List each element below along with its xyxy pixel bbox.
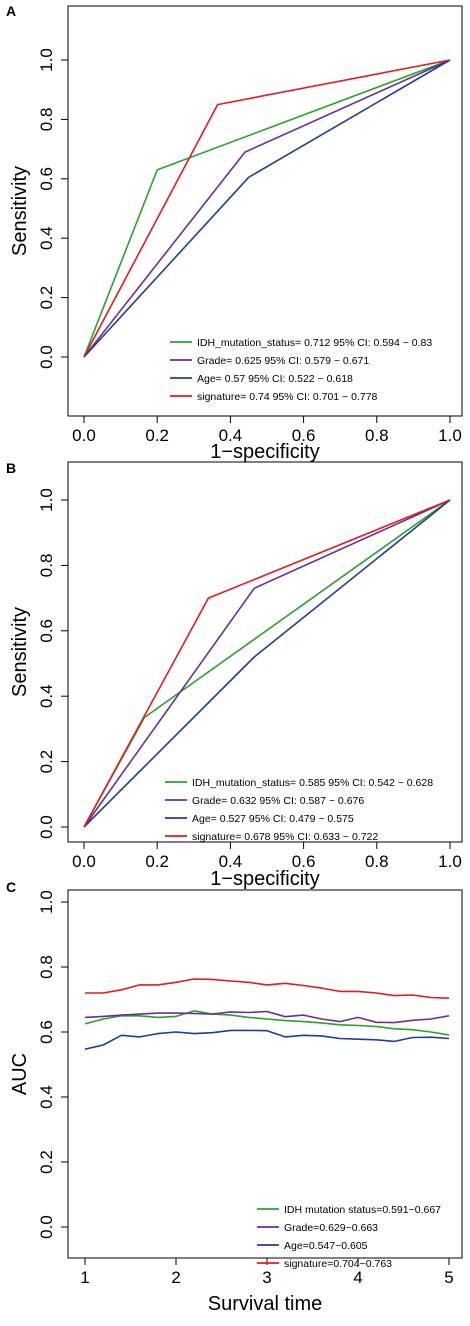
panel-a-y-tick-label: 0.0 bbox=[37, 345, 56, 369]
panel-c-series-purple-line bbox=[84, 1010, 450, 1024]
panel-b-y-tick-label: 0.0 bbox=[37, 815, 56, 839]
panel-c-y-tick-label: 1.0 bbox=[37, 890, 56, 914]
panel-c-y-axis-title: AUC bbox=[9, 1053, 31, 1095]
panel-c-letter: C bbox=[6, 879, 16, 895]
panel-a-letter: A bbox=[6, 3, 16, 19]
panel-c-x-tick-label: 2 bbox=[171, 1268, 180, 1287]
panel-c-series-blue-line bbox=[84, 1029, 450, 1050]
panel-c-y-tick-label: 0.0 bbox=[37, 1215, 56, 1239]
panel-c-legend-label-purple: Grade=0.629~0.663 bbox=[284, 1222, 378, 1234]
panel-a-y-tick-label: 0.8 bbox=[37, 108, 56, 132]
panel-c-series-green-line bbox=[84, 1010, 450, 1036]
panel-a-series-green-line bbox=[83, 59, 451, 358]
panel-a-x-tick-label: 0.4 bbox=[219, 426, 243, 445]
panel-c-series-red-line bbox=[85, 978, 450, 999]
panel-b-x-tick-label: 0.8 bbox=[365, 852, 389, 871]
panel-b-x-tick-label: 0.6 bbox=[292, 852, 316, 871]
panel-b-legend-label-green: IDH_mutation_status= 0.585 95% CI: 0.542… bbox=[192, 777, 433, 789]
panel-a: A 0.0 0.2 0.4 0.6 0.8 1.0 0.0 0.2 0.4 0.6 0.8 1.0 1−s… bbox=[6, 3, 463, 463]
panel-c-x-axis-title: Survival time bbox=[208, 1293, 322, 1315]
panel-a-y-tick-label: 0.4 bbox=[37, 226, 56, 250]
panel-c-y-tick-label: 0.4 bbox=[37, 1085, 56, 1109]
panel-a-legend-label-purple: Grade= 0.625 95% CI: 0.579 ~ 0.671 bbox=[197, 355, 369, 367]
panel-a-x-tick-label: 0.8 bbox=[365, 426, 389, 445]
panel-b-y-axis-title: Sensitivity bbox=[9, 607, 31, 697]
panel-c-frame bbox=[67, 889, 463, 1259]
panel-c-legend-label-blue: Age=0.547~0.605 bbox=[284, 1240, 368, 1252]
panel-b-x-axis-title: 1−specificity bbox=[210, 868, 320, 890]
panel-c-legend-label-green: IDH mutation status=0.591~0.667 bbox=[284, 1204, 441, 1216]
panel-b-y-tick-label: 0.6 bbox=[37, 619, 56, 643]
panel-a-series-purple-line bbox=[83, 59, 451, 358]
panel-b-series-blue-line bbox=[83, 499, 451, 828]
panel-a-x-axis-title: 1−specificity bbox=[210, 441, 320, 463]
panel-a-x-tick-label: 0.0 bbox=[72, 426, 96, 445]
panel-b-series-red-line bbox=[83, 499, 451, 828]
panel-b-series-purple-line bbox=[83, 499, 451, 828]
panel-a-y-axis-title: Sensitivity bbox=[9, 166, 31, 256]
panel-b-y-tick-label: 1.0 bbox=[37, 488, 56, 512]
panel-a-legend-label-red: signature= 0.74 95% CI: 0.701 ~ 0.778 bbox=[197, 391, 378, 403]
panel-b-y-tick-label: 0.2 bbox=[37, 750, 56, 774]
panel-c-y-tick-label: 0.6 bbox=[37, 1020, 56, 1044]
panel-b-legend-label-blue: Age= 0.527 95% CI: 0.479 ~ 0.575 bbox=[192, 813, 354, 825]
panel-c-x-tick-label: 5 bbox=[444, 1268, 453, 1287]
panel-b-frame bbox=[67, 461, 463, 843]
panel-c: C 1 2 3 4 5 0.0 0.2 0.4 0.6 0.8 1.0 Survival time AUC… bbox=[6, 879, 463, 1315]
panel-b-y-tick-label: 0.4 bbox=[37, 684, 56, 708]
panel-a-legend-label-blue: Age= 0.57 95% CI: 0.522 ~ 0.618 bbox=[197, 373, 353, 385]
panel-a-x-tick-label: 0.6 bbox=[292, 426, 316, 445]
panel-b-legend-label-purple: Grade= 0.632 95% CI: 0.587 ~ 0.676 bbox=[192, 795, 364, 807]
panel-a-legend-label-green: IDH_mutation_status= 0.712 95% CI: 0.594… bbox=[197, 337, 432, 349]
panel-b-x-tick-label: 0.4 bbox=[219, 852, 243, 871]
panel-b-y-tick-label: 0.8 bbox=[37, 554, 56, 578]
panel-a-series-blue-line bbox=[83, 59, 451, 358]
panel-b-legend-label-red: signature= 0.678 95% CI: 0.633 ~ 0.722 bbox=[192, 831, 378, 843]
panel-c-x-tick-label: 3 bbox=[262, 1268, 271, 1287]
panel-c-y-tick-label: 0.2 bbox=[37, 1150, 56, 1174]
panel-a-x-tick-label: 1.0 bbox=[438, 426, 462, 445]
panel-a-y-tick-label: 0.2 bbox=[37, 286, 56, 310]
panel-b: B 0.0 0.2 0.4 0.6 0.8 1.0 0.0 0.2 0.4 0.6 0.8 1.0 1−s… bbox=[6, 460, 463, 890]
panel-c-x-tick-label: 1 bbox=[80, 1268, 89, 1287]
panel-a-y-tick-label: 0.6 bbox=[37, 167, 56, 191]
panel-b-x-tick-label: 1.0 bbox=[438, 852, 462, 871]
panel-b-x-tick-label: 0.2 bbox=[145, 852, 169, 871]
panel-c-x-tick-label: 4 bbox=[353, 1268, 362, 1287]
panel-c-y-tick-label: 0.8 bbox=[37, 955, 56, 979]
panel-a-series-red-line bbox=[83, 59, 451, 358]
panel-b-letter: B bbox=[6, 460, 16, 476]
panel-a-y-tick-label: 1.0 bbox=[37, 48, 56, 72]
panel-c-legend-label-red: signature=0.704~0.763 bbox=[284, 1258, 392, 1270]
panel-b-x-tick-label: 0.0 bbox=[72, 852, 96, 871]
panel-a-frame bbox=[67, 5, 463, 417]
panel-a-x-tick-label: 0.2 bbox=[145, 426, 169, 445]
